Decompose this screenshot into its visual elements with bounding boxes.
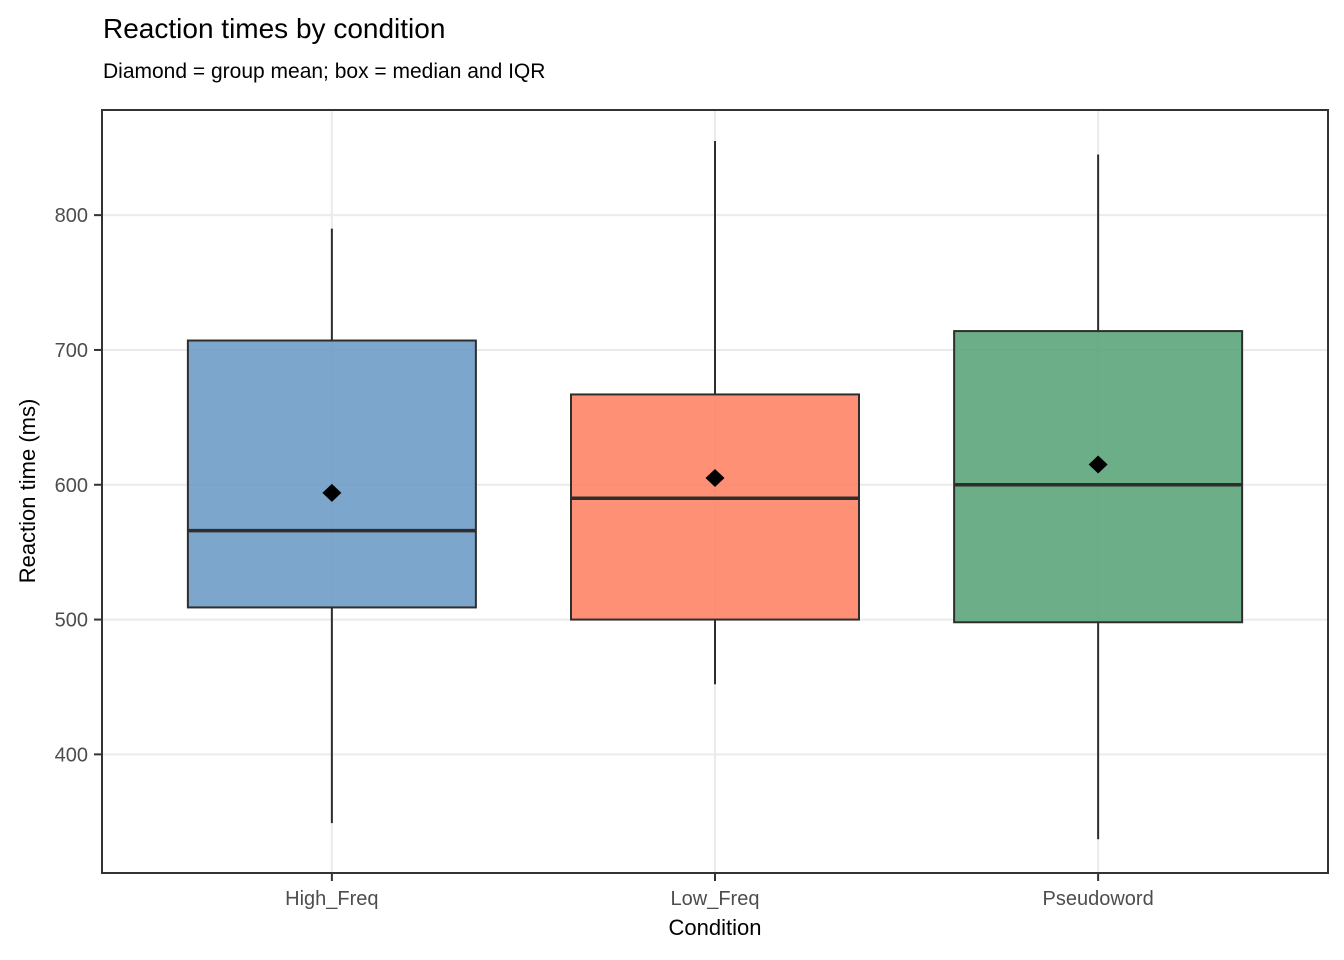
x-tick-label: Pseudoword: [1043, 888, 1154, 910]
mean-diamond: [705, 469, 725, 488]
y-tick-label: 600: [55, 475, 88, 497]
x-tick-label: High_Freq: [285, 888, 378, 910]
y-tick-label: 400: [55, 744, 88, 766]
iqr-box: [953, 330, 1244, 624]
iqr-box: [570, 393, 860, 621]
iqr-box: [186, 339, 477, 609]
chart-subtitle: Diamond = group mean; box = median and I…: [103, 60, 546, 83]
x-tick-label: Low_Freq: [671, 888, 760, 910]
y-tick-label: 500: [55, 610, 88, 632]
y-tick-label: 800: [55, 205, 88, 227]
chart-title: Reaction times by condition: [103, 13, 446, 44]
x-axis-title: Condition: [668, 915, 762, 940]
mean-diamond: [1088, 455, 1108, 474]
y-tick-label: 700: [55, 340, 88, 362]
mean-diamond: [322, 483, 342, 502]
